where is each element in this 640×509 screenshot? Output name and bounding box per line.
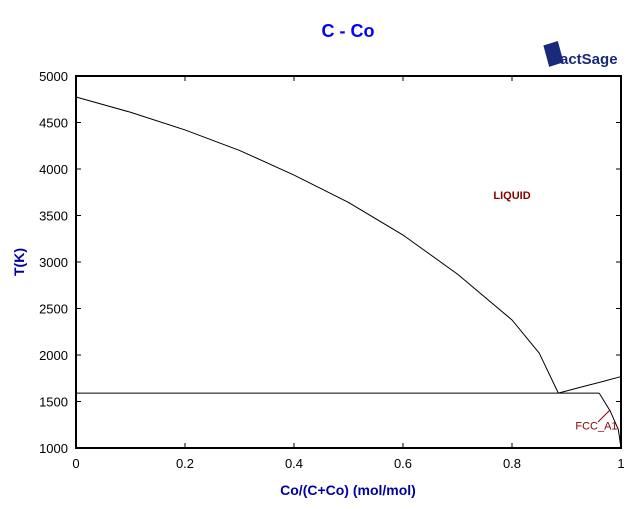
y-tick-label: 1000 xyxy=(39,441,68,456)
x-tick-label: 0.4 xyxy=(285,456,303,471)
region-label-fcc_a1: FCC_A1 xyxy=(575,420,617,432)
y-tick-label: 3000 xyxy=(39,255,68,270)
y-tick-label: 1500 xyxy=(39,395,68,410)
plot-frame xyxy=(75,75,622,449)
x-tick-label: 0.2 xyxy=(176,456,194,471)
y-tick-label: 3500 xyxy=(39,209,68,224)
y-axis-label: T(K) xyxy=(11,248,27,276)
y-tick-label: 2000 xyxy=(39,348,68,363)
x-axis-label: Co/(C+Co) (mol/mol) xyxy=(280,482,416,498)
y-tick-label: 2500 xyxy=(39,302,68,317)
y-tick-label: 5000 xyxy=(39,69,68,84)
phase-boundary-1 xyxy=(558,376,622,394)
y-tick-label: 4500 xyxy=(39,116,68,131)
x-tick-label: 0.8 xyxy=(503,456,521,471)
y-tick-label: 4000 xyxy=(39,162,68,177)
phase-boundary-0 xyxy=(75,96,559,394)
x-tick-label: 0.6 xyxy=(394,456,412,471)
factsage-logo: actSage xyxy=(543,40,618,68)
x-tick-label: 0 xyxy=(72,456,79,471)
chart-title: C - Co xyxy=(322,21,375,41)
phase-boundary-3 xyxy=(598,392,622,449)
region-label-liquid: LIQUID xyxy=(493,190,530,202)
svg-text:actSage: actSage xyxy=(560,51,618,68)
x-tick-label: 1 xyxy=(617,456,624,471)
fcc-label-pointer xyxy=(597,409,611,423)
